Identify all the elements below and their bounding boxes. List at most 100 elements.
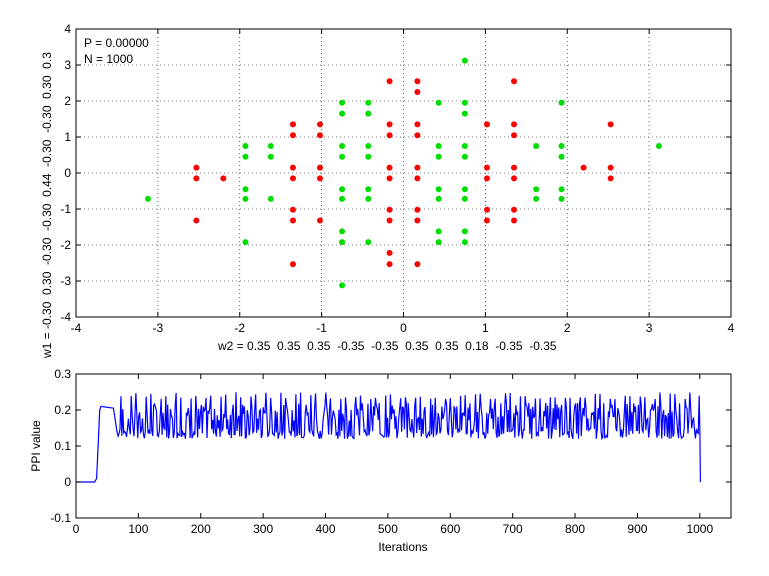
scatter-point bbox=[339, 239, 346, 246]
scatter-point bbox=[193, 175, 200, 182]
scatter-point bbox=[316, 164, 323, 171]
scatter-point bbox=[365, 99, 372, 106]
scatter-point bbox=[386, 164, 393, 171]
line-y-tick-label: 0.3 bbox=[54, 367, 71, 381]
scatter-point bbox=[365, 239, 372, 246]
scatter-point bbox=[461, 143, 468, 149]
scatter-point bbox=[289, 132, 296, 139]
scatter-point bbox=[484, 175, 491, 182]
scatter-point bbox=[365, 143, 372, 149]
scatter-point bbox=[511, 121, 518, 128]
scatter-x-tick-label: -4 bbox=[71, 321, 82, 335]
scatter-point bbox=[461, 239, 468, 246]
scatter-point bbox=[193, 217, 200, 224]
scatter-point bbox=[386, 249, 393, 256]
scatter-point bbox=[511, 175, 518, 182]
scatter-x-tick-label: 1 bbox=[482, 321, 489, 335]
scatter-point bbox=[461, 153, 468, 160]
scatter-point bbox=[316, 132, 323, 139]
scatter-points bbox=[145, 57, 662, 289]
scatter-point bbox=[339, 282, 346, 289]
scatter-point bbox=[607, 121, 614, 128]
scatter-point bbox=[558, 143, 565, 149]
scatter-point bbox=[414, 78, 421, 85]
scatter-point bbox=[386, 132, 393, 139]
scatter-point bbox=[386, 121, 393, 128]
scatter-point bbox=[558, 186, 565, 193]
scatter-point bbox=[289, 175, 296, 182]
scatter-point bbox=[414, 261, 421, 268]
scatter-point bbox=[414, 89, 421, 95]
scatter-point bbox=[558, 153, 565, 160]
scatter-point bbox=[289, 217, 296, 224]
scatter-y-axis-label: w1 = -0.30 0.30 -0.30 -0.30 0.44 -0.30 -… bbox=[40, 52, 54, 359]
scatter-point bbox=[414, 121, 421, 128]
scatter-point bbox=[242, 195, 249, 202]
scatter-y-tick-label: 0 bbox=[64, 166, 71, 180]
scatter-x-tick-label: -2 bbox=[234, 321, 245, 335]
scatter-point bbox=[511, 206, 518, 213]
scatter-point bbox=[339, 110, 346, 117]
scatter-point bbox=[267, 195, 274, 202]
line-axes-frame bbox=[75, 373, 732, 519]
scatter-point bbox=[607, 164, 614, 171]
scatter-point bbox=[414, 206, 421, 213]
scatter-point bbox=[533, 186, 540, 193]
scatter-point bbox=[511, 78, 518, 85]
scatter-x-tick-label: -3 bbox=[153, 321, 164, 335]
line-x-tick-label: 100 bbox=[128, 522, 148, 536]
scatter-point bbox=[242, 153, 249, 160]
scatter-point bbox=[242, 186, 249, 193]
scatter-point bbox=[242, 143, 249, 149]
scatter-point bbox=[461, 99, 468, 106]
line-y-axis-label: PPI value bbox=[29, 420, 43, 472]
scatter-point bbox=[339, 153, 346, 160]
scatter-point bbox=[267, 153, 274, 160]
scatter-point bbox=[655, 143, 662, 149]
scatter-point bbox=[607, 175, 614, 182]
line-x-axis-label: Iterations bbox=[378, 540, 427, 554]
scatter-y-tick-label: 1 bbox=[64, 130, 71, 144]
scatter-point bbox=[511, 217, 518, 224]
scatter-point bbox=[435, 239, 442, 246]
scatter-point bbox=[533, 143, 540, 149]
scatter-y-tick-label: -4 bbox=[60, 310, 71, 324]
scatter-point bbox=[316, 175, 323, 182]
line-x-tick-label: 300 bbox=[253, 522, 273, 536]
scatter-point bbox=[533, 195, 540, 202]
scatter-x-tick-label: 3 bbox=[646, 321, 653, 335]
scatter-point bbox=[435, 153, 442, 160]
line-plot: 0 100 200 300 400 500 600 700 800 900 1000 0.30.20… bbox=[29, 367, 732, 554]
scatter-point bbox=[365, 110, 372, 117]
line-x-tick-label: 200 bbox=[191, 522, 211, 536]
scatter-point bbox=[414, 175, 421, 182]
scatter-point bbox=[435, 228, 442, 235]
line-x-tick-label: 0 bbox=[73, 522, 80, 536]
scatter-y-tick-label: -1 bbox=[60, 202, 71, 216]
scatter-point bbox=[580, 164, 587, 171]
scatter-point bbox=[414, 217, 421, 224]
scatter-point bbox=[339, 99, 346, 106]
line-y-tick-label: 0.1 bbox=[54, 439, 71, 453]
line-x-tick-label: 800 bbox=[565, 522, 585, 536]
scatter-point bbox=[461, 228, 468, 235]
scatter-point bbox=[339, 143, 346, 149]
scatter-point bbox=[558, 195, 565, 202]
line-y-tick-label: -0.1 bbox=[50, 511, 71, 525]
scatter-point bbox=[461, 110, 468, 117]
scatter-point bbox=[386, 206, 393, 213]
scatter-point bbox=[289, 164, 296, 171]
line-y-tick-label: 0.2 bbox=[54, 403, 71, 417]
annotation-p-value: P = 0.00000 bbox=[84, 36, 149, 50]
scatter-point bbox=[386, 261, 393, 268]
scatter-point bbox=[365, 153, 372, 160]
scatter-point bbox=[242, 239, 249, 246]
scatter-y-tick-label: 4 bbox=[64, 22, 71, 36]
scatter-point bbox=[339, 228, 346, 235]
scatter-point bbox=[220, 175, 227, 182]
scatter-point bbox=[193, 164, 200, 171]
scatter-point bbox=[316, 121, 323, 128]
scatter-point bbox=[289, 121, 296, 128]
scatter-point bbox=[289, 206, 296, 213]
